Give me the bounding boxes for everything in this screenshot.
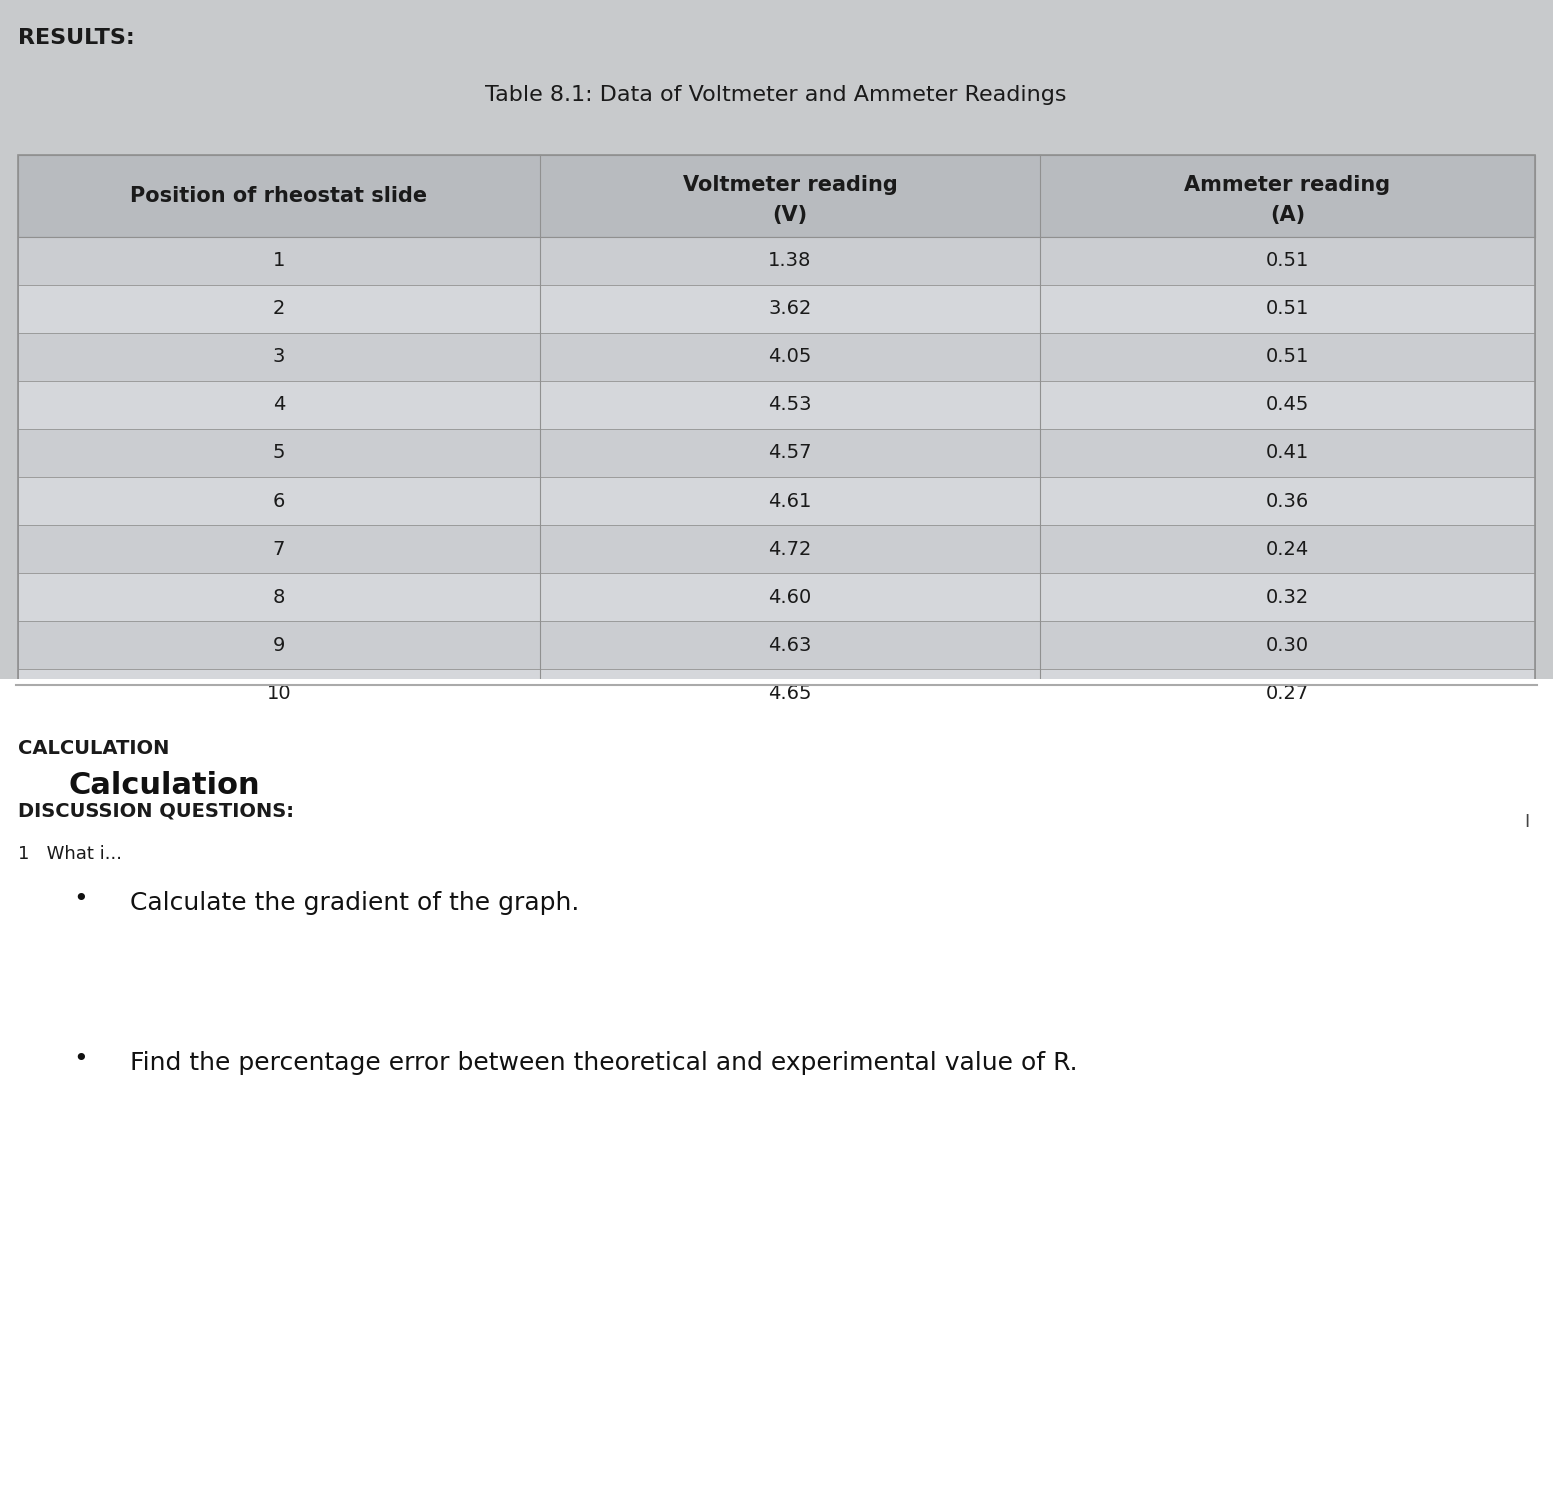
- Text: DISCUSSION QUESTIONS:: DISCUSSION QUESTIONS:: [19, 801, 294, 821]
- Text: CALCULATION: CALCULATION: [19, 739, 169, 758]
- Text: Ammeter reading: Ammeter reading: [1185, 175, 1390, 195]
- Text: 0.51: 0.51: [1266, 252, 1309, 270]
- Text: 0.36: 0.36: [1266, 491, 1309, 510]
- Bar: [19, 573, 1534, 621]
- Text: 1.38: 1.38: [769, 252, 812, 270]
- Text: 0.32: 0.32: [1266, 588, 1309, 607]
- Bar: [19, 155, 1534, 237]
- Text: 4.72: 4.72: [769, 540, 812, 558]
- Text: RESULTS:: RESULTS:: [19, 28, 135, 48]
- Bar: [19, 155, 1534, 718]
- Text: 4: 4: [273, 395, 286, 415]
- Text: 5: 5: [273, 443, 286, 463]
- Text: 0.24: 0.24: [1266, 540, 1309, 558]
- Text: Voltmeter reading: Voltmeter reading: [683, 175, 898, 195]
- Text: 4.65: 4.65: [769, 683, 812, 703]
- Bar: [19, 380, 1534, 430]
- Text: Position of rheostat slide: Position of rheostat slide: [130, 186, 427, 206]
- Text: 1   What i...: 1 What i...: [19, 844, 123, 862]
- Text: 8: 8: [273, 588, 286, 607]
- Text: •: •: [73, 1047, 89, 1071]
- Text: 1: 1: [273, 252, 286, 270]
- Text: 6: 6: [273, 491, 286, 510]
- Bar: [19, 477, 1534, 525]
- Text: Find the percentage error between theoretical and experimental value of R.: Find the percentage error between theore…: [130, 1050, 1078, 1074]
- Text: 10: 10: [267, 683, 292, 703]
- Bar: [19, 237, 1534, 285]
- Text: 9: 9: [273, 636, 286, 655]
- Bar: [19, 430, 1534, 477]
- Text: 0.27: 0.27: [1266, 683, 1309, 703]
- Text: Calculate the gradient of the graph.: Calculate the gradient of the graph.: [130, 891, 579, 915]
- Text: 4.61: 4.61: [769, 491, 812, 510]
- Text: Calculation: Calculation: [68, 771, 259, 800]
- Text: •: •: [73, 886, 89, 910]
- Text: 7: 7: [273, 540, 286, 558]
- Bar: [19, 333, 1534, 380]
- Text: (A): (A): [1270, 204, 1305, 225]
- Text: Table 8.1: Data of Voltmeter and Ammeter Readings: Table 8.1: Data of Voltmeter and Ammeter…: [485, 85, 1067, 104]
- Text: 4.05: 4.05: [769, 348, 812, 367]
- Text: I: I: [1525, 813, 1530, 831]
- Text: 4.63: 4.63: [769, 636, 812, 655]
- Text: (V): (V): [772, 204, 808, 225]
- Text: 0.30: 0.30: [1266, 636, 1309, 655]
- Bar: [19, 285, 1534, 333]
- Text: 0.41: 0.41: [1266, 443, 1309, 463]
- Text: 0.51: 0.51: [1266, 300, 1309, 318]
- Text: 4.53: 4.53: [769, 395, 812, 415]
- Text: 3.62: 3.62: [769, 300, 812, 318]
- Text: 4.57: 4.57: [769, 443, 812, 463]
- Bar: [19, 525, 1534, 573]
- Bar: [19, 621, 1534, 668]
- Text: 4.60: 4.60: [769, 588, 812, 607]
- Text: 0.45: 0.45: [1266, 395, 1309, 415]
- Text: 0.51: 0.51: [1266, 348, 1309, 367]
- Text: 3: 3: [273, 348, 286, 367]
- Text: 2: 2: [273, 300, 286, 318]
- Bar: [19, 668, 1534, 718]
